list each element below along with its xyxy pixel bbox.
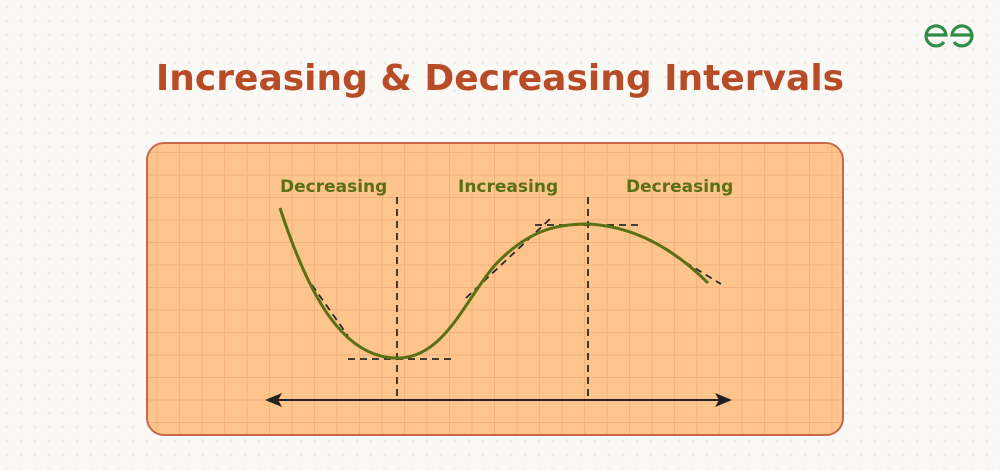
label-decreasing-left: Decreasing	[280, 177, 388, 197]
tangent-decreasing-right	[674, 255, 722, 285]
gfg-logo-icon	[924, 24, 974, 48]
function-curve	[278, 207, 710, 360]
arrow-right-icon	[715, 393, 732, 407]
tangent-increasing	[465, 218, 551, 299]
diagram-panel	[146, 142, 844, 436]
arrow-left-icon	[265, 393, 282, 407]
label-decreasing-right: Decreasing	[626, 177, 734, 197]
page-title: Increasing & Decreasing Intervals	[155, 58, 845, 99]
label-increasing: Increasing	[458, 177, 559, 197]
